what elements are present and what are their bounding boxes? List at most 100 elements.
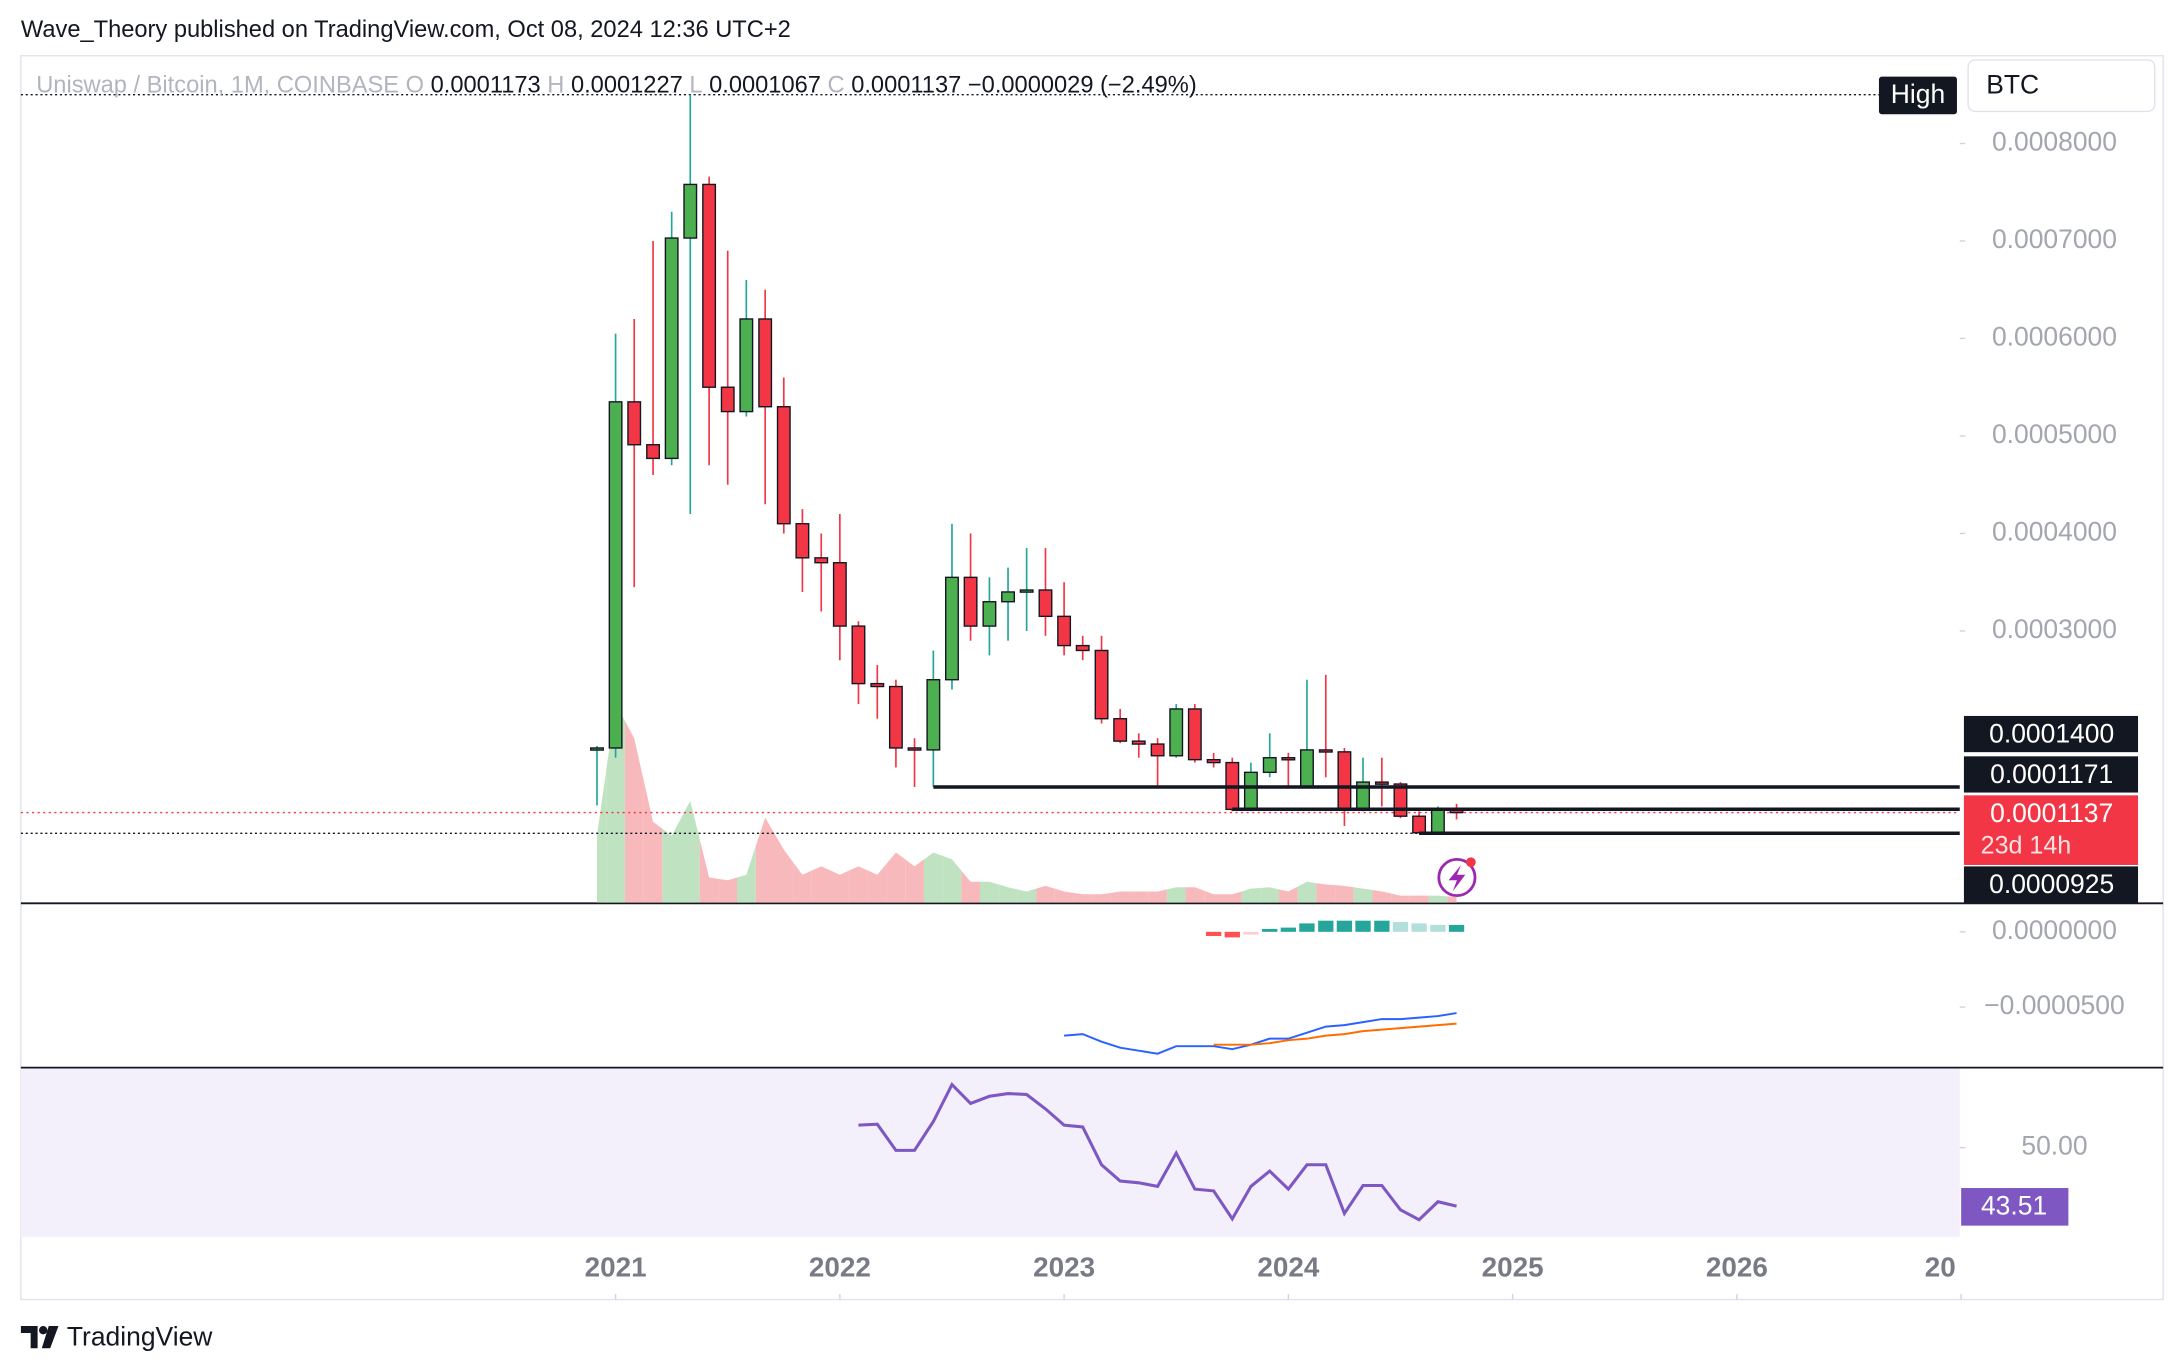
histogram-bar — [1448, 924, 1465, 932]
candle-body — [1150, 743, 1165, 757]
level-label: 0.0001400 — [1989, 718, 2114, 748]
volume-area — [1110, 891, 1130, 903]
candle-body — [590, 747, 604, 751]
volume-area — [1372, 890, 1392, 903]
candle-body — [945, 576, 959, 681]
y-tick-label: 0.0004000 — [1992, 516, 2117, 546]
candle-body — [1281, 757, 1296, 761]
currency-button[interactable] — [1967, 59, 2156, 113]
overlay: 0.0001400 0.0001171 0.0000925 0.0001137 23d … — [20, 73, 2139, 1226]
level-label-box — [1963, 866, 2139, 903]
candle-body — [870, 682, 885, 688]
candle-body — [664, 237, 679, 460]
candle-body — [627, 401, 642, 446]
volume-area — [1297, 881, 1317, 903]
volume-area — [774, 833, 794, 903]
candle-body — [1169, 708, 1184, 757]
histogram-bar — [1336, 920, 1353, 932]
high-label: High — [1891, 79, 1945, 109]
volume-area — [942, 855, 962, 903]
legend-title: Uniswap / Bitcoin, 1M, COINBASE — [36, 73, 399, 99]
histogram-bar — [1355, 920, 1371, 932]
volume-area — [1447, 896, 1457, 903]
level-label-box — [1963, 715, 2139, 753]
candle-body — [1412, 815, 1427, 834]
candle-body — [1374, 781, 1389, 785]
candle-body — [739, 318, 754, 413]
y-tick-label: −0.0000500 — [1984, 990, 2125, 1020]
volume-area — [849, 866, 868, 903]
volume-area — [867, 863, 887, 903]
candle-body — [1337, 751, 1352, 811]
candle-body — [851, 625, 866, 685]
volume-area — [1148, 889, 1167, 903]
volume-area — [1036, 885, 1055, 903]
candle-body — [720, 386, 735, 413]
volume-area — [1185, 887, 1205, 903]
volume-area — [1409, 895, 1429, 903]
histogram-bar — [1374, 920, 1390, 932]
volume-area — [998, 884, 1018, 903]
volume-area — [1316, 883, 1336, 903]
candle-body — [1243, 771, 1258, 811]
level-label: 0.0000925 — [1989, 869, 2114, 899]
volume-area — [699, 839, 719, 903]
volume-area — [737, 846, 756, 903]
volume-area — [643, 780, 663, 903]
volume-area — [1017, 888, 1037, 903]
volume-area — [886, 852, 906, 903]
x-tick-label: 2025 — [1482, 1251, 1544, 1282]
volume-area — [624, 720, 644, 903]
candle-body — [1187, 708, 1202, 761]
x-tick-label: 2022 — [809, 1251, 871, 1282]
rsi-line — [858, 1081, 1457, 1222]
volume-area — [1428, 895, 1448, 903]
volume-area — [680, 800, 700, 903]
candle-body — [963, 576, 978, 627]
volume-area — [793, 862, 812, 903]
histogram-bar — [1224, 931, 1240, 938]
rsi-label-box — [1961, 1188, 2069, 1226]
legend-key: O — [406, 73, 424, 99]
volume-area — [1391, 893, 1410, 903]
alert-icon[interactable] — [1437, 857, 1477, 898]
x-tick-label: 20 — [1925, 1251, 1956, 1282]
histogram-bar — [1280, 927, 1297, 932]
candle-body — [683, 183, 698, 239]
volume-area — [1073, 892, 1093, 903]
y-tick-label: 0.0006000 — [1992, 321, 2117, 351]
last-price-label: 0.0001137 — [1990, 798, 2113, 828]
histogram-bar — [1430, 924, 1446, 932]
legend-value: 0.0001137 — [851, 73, 961, 99]
candle-body — [1094, 649, 1109, 720]
candle-body — [1131, 740, 1146, 745]
volume-area — [1166, 887, 1186, 903]
candle-body — [1318, 749, 1333, 753]
histogram-bar — [1299, 923, 1315, 932]
candle-body — [1299, 749, 1314, 788]
currency-label[interactable]: BTC — [1986, 69, 2039, 99]
macd-line — [1213, 1022, 1457, 1046]
legend-change: −0.0000029 (−2.49%) — [968, 73, 1197, 99]
last-price-box — [1963, 795, 2139, 865]
level-label: 0.0001171 — [1990, 759, 2113, 789]
candle-body — [646, 444, 661, 460]
y-tick-label: 0.0005000 — [1992, 419, 2117, 449]
footer-brand: TradingView — [67, 1322, 213, 1352]
legend-value: 0.0001227 — [571, 73, 683, 99]
candle-body — [1206, 758, 1221, 764]
volume-area — [1204, 890, 1223, 903]
footer-logo — [20, 1326, 59, 1349]
candle-body — [776, 406, 791, 525]
volume-area — [718, 877, 738, 903]
volume-area — [980, 881, 999, 903]
volume-area — [662, 818, 681, 903]
candle-body — [1430, 808, 1445, 834]
histogram-bar — [1392, 922, 1409, 932]
candle-body — [907, 747, 922, 751]
volume-area — [830, 870, 850, 903]
histogram-bar — [1411, 923, 1427, 932]
high-label-box — [1878, 76, 1957, 115]
volume-area — [905, 859, 924, 903]
histogram-bar — [1206, 931, 1222, 937]
